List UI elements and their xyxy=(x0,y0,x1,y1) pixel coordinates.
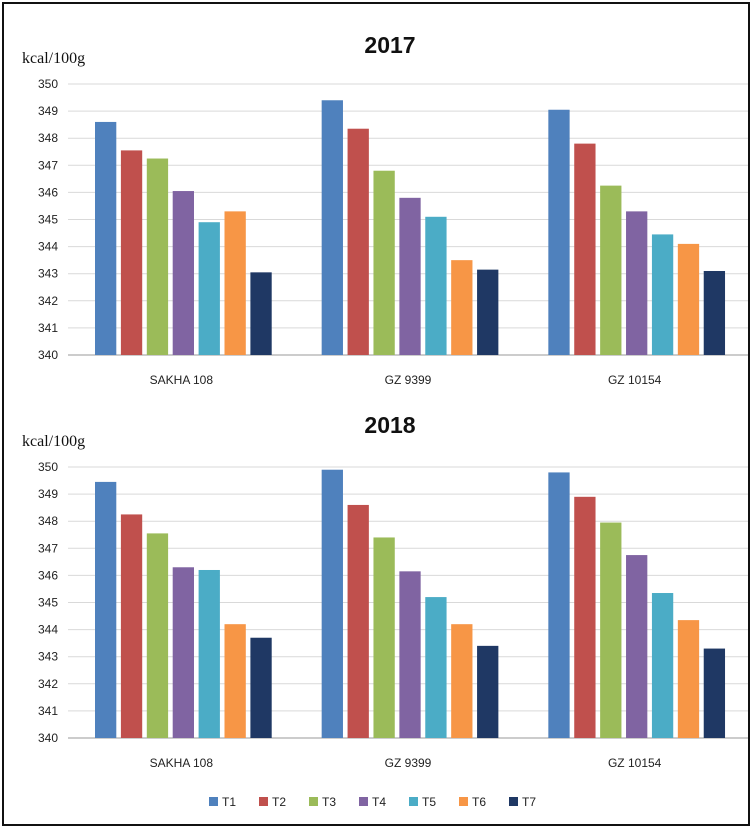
bar-t3-gz-9399 xyxy=(373,171,394,355)
bar-t6-gz-10154 xyxy=(678,244,699,355)
bar-t3-gz-10154 xyxy=(600,186,621,355)
chart-panel-2017: 2017 kcal/100g 3403413423433443453463473… xyxy=(22,32,748,387)
bar-t4-gz-9399 xyxy=(399,198,420,355)
bar-t1-gz-10154 xyxy=(548,472,569,738)
bar-t3-gz-10154 xyxy=(600,523,621,738)
legend-label: T6 xyxy=(472,795,486,809)
bar-t6-sakha-108 xyxy=(225,211,246,355)
legend-swatch-t2 xyxy=(259,797,268,806)
y-tick-label: 341 xyxy=(38,704,58,718)
bars xyxy=(95,470,725,738)
y-tick-label: 347 xyxy=(38,541,58,555)
bar-t1-gz-9399 xyxy=(322,100,343,355)
x-axis-categories: SAKHA 108 GZ 9399 GZ 10154 xyxy=(150,373,662,387)
bar-t7-gz-9399 xyxy=(477,270,498,355)
chart-panel-2018: 2018 kcal/100g 3403413423433443453463473… xyxy=(22,412,748,770)
bar-t5-gz-10154 xyxy=(652,593,673,738)
legend-label: T1 xyxy=(222,795,236,809)
legend: T1 T2 T3 T4 T5 T6 T7 xyxy=(209,795,536,809)
y-tick-label: 340 xyxy=(38,348,58,362)
y-tick-label: 344 xyxy=(38,623,58,637)
legend-label: T4 xyxy=(372,795,386,809)
bar-t5-gz-10154 xyxy=(652,234,673,355)
legend-label: T5 xyxy=(422,795,436,809)
bar-t5-gz-9399 xyxy=(425,217,446,355)
bar-t5-sakha-108 xyxy=(199,570,220,738)
bar-t4-gz-10154 xyxy=(626,555,647,738)
bar-t1-sakha-108 xyxy=(95,122,116,355)
bar-t4-sakha-108 xyxy=(173,191,194,355)
bar-t3-gz-9399 xyxy=(373,537,394,738)
legend-swatch-t1 xyxy=(209,797,218,806)
bar-t6-gz-10154 xyxy=(678,620,699,738)
bar-t3-sakha-108 xyxy=(147,159,168,355)
bar-t7-gz-10154 xyxy=(704,649,725,738)
y-axis-unit-label: kcal/100g xyxy=(22,433,85,450)
y-tick-label: 345 xyxy=(38,596,58,610)
bar-t2-sakha-108 xyxy=(121,514,142,738)
bar-t4-gz-9399 xyxy=(399,571,420,738)
y-tick-label: 348 xyxy=(38,514,58,528)
y-axis-ticks: 340 341 342 343 344 345 346 347 348 349 350 xyxy=(38,460,58,745)
x-category-label: GZ 10154 xyxy=(608,756,662,770)
y-tick-label: 347 xyxy=(38,158,58,172)
chart-title: 2017 xyxy=(364,32,415,58)
x-category-label: SAKHA 108 xyxy=(150,756,214,770)
x-category-label: GZ 10154 xyxy=(608,373,662,387)
bar-t4-sakha-108 xyxy=(173,567,194,738)
x-axis-categories: SAKHA 108 GZ 9399 GZ 10154 xyxy=(150,756,662,770)
y-tick-label: 345 xyxy=(38,213,58,227)
bar-t7-sakha-108 xyxy=(250,638,271,738)
y-tick-label: 350 xyxy=(38,460,58,474)
x-category-label: GZ 9399 xyxy=(385,373,432,387)
bar-t7-gz-10154 xyxy=(704,271,725,355)
bar-t3-sakha-108 xyxy=(147,533,168,738)
legend-swatch-t4 xyxy=(359,797,368,806)
bar-t5-sakha-108 xyxy=(199,222,220,355)
y-tick-label: 342 xyxy=(38,294,58,308)
legend-swatch-t6 xyxy=(459,797,468,806)
y-tick-label: 346 xyxy=(38,185,58,199)
legend-swatch-t7 xyxy=(509,797,518,806)
y-tick-label: 341 xyxy=(38,321,58,335)
legend-label: T3 xyxy=(322,795,336,809)
bar-t4-gz-10154 xyxy=(626,211,647,355)
bar-t7-sakha-108 xyxy=(250,272,271,355)
y-axis-ticks: 340 341 342 343 344 345 346 347 348 349 350 xyxy=(38,77,58,362)
bar-t2-gz-10154 xyxy=(574,497,595,738)
y-tick-label: 349 xyxy=(38,487,58,501)
bar-t6-sakha-108 xyxy=(225,624,246,738)
y-tick-label: 343 xyxy=(38,267,58,281)
bar-t6-gz-9399 xyxy=(451,624,472,738)
x-category-label: GZ 9399 xyxy=(385,756,432,770)
bar-t1-gz-10154 xyxy=(548,110,569,355)
x-category-label: SAKHA 108 xyxy=(150,373,214,387)
bar-t2-gz-9399 xyxy=(348,129,369,355)
y-axis-unit-label: kcal/100g xyxy=(22,50,85,67)
legend-swatch-t3 xyxy=(309,797,318,806)
legend-label: T2 xyxy=(272,795,286,809)
bar-t2-gz-10154 xyxy=(574,144,595,355)
bar-t7-gz-9399 xyxy=(477,646,498,738)
y-tick-label: 349 xyxy=(38,104,58,118)
y-tick-label: 343 xyxy=(38,650,58,664)
legend-label: T7 xyxy=(522,795,536,809)
bar-t2-gz-9399 xyxy=(348,505,369,738)
y-tick-label: 344 xyxy=(38,240,58,254)
bar-t2-sakha-108 xyxy=(121,150,142,355)
y-tick-label: 340 xyxy=(38,731,58,745)
y-tick-label: 350 xyxy=(38,77,58,91)
y-tick-label: 346 xyxy=(38,568,58,582)
bar-t5-gz-9399 xyxy=(425,597,446,738)
bar-t6-gz-9399 xyxy=(451,260,472,355)
legend-swatch-t5 xyxy=(409,797,418,806)
y-tick-label: 342 xyxy=(38,677,58,691)
bar-t1-gz-9399 xyxy=(322,470,343,738)
chart-title: 2018 xyxy=(364,412,415,438)
y-tick-label: 348 xyxy=(38,131,58,145)
bar-t1-sakha-108 xyxy=(95,482,116,738)
